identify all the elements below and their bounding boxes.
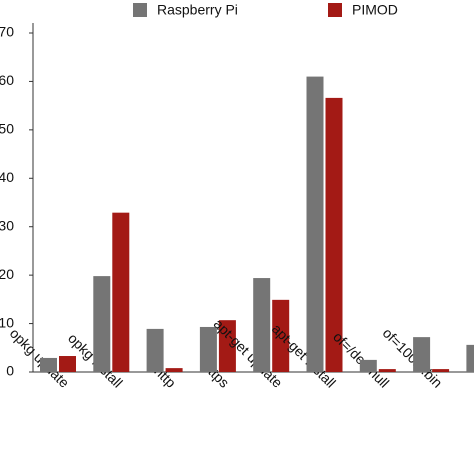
y-tick-label: 30 <box>0 217 14 233</box>
y-tick-label: 40 <box>0 169 14 185</box>
bar <box>325 97 343 372</box>
bar <box>253 278 271 372</box>
legend-label: Raspberry Pi <box>157 2 238 18</box>
bar <box>40 357 57 372</box>
bar <box>378 369 396 372</box>
legend-swatch <box>328 3 342 17</box>
bar <box>93 276 111 372</box>
legend-label: PIMOD <box>352 2 398 18</box>
y-tick-label: 50 <box>0 121 14 137</box>
bar <box>413 337 431 372</box>
y-tick-label: 70 <box>0 24 14 40</box>
y-tick-label: 20 <box>0 266 14 282</box>
bar <box>359 359 377 372</box>
bar <box>146 328 164 372</box>
bar <box>59 356 76 372</box>
y-tick-label: 60 <box>0 72 14 88</box>
bar <box>466 344 474 372</box>
y-tick-label: 0 <box>6 363 14 379</box>
bar <box>272 299 290 372</box>
bar <box>199 326 217 372</box>
bar <box>165 368 183 372</box>
bar <box>218 320 236 372</box>
bar <box>112 212 130 372</box>
bar <box>306 76 324 372</box>
legend-swatch <box>133 3 147 17</box>
y-tick-label: 10 <box>0 314 14 330</box>
bar <box>432 369 450 372</box>
